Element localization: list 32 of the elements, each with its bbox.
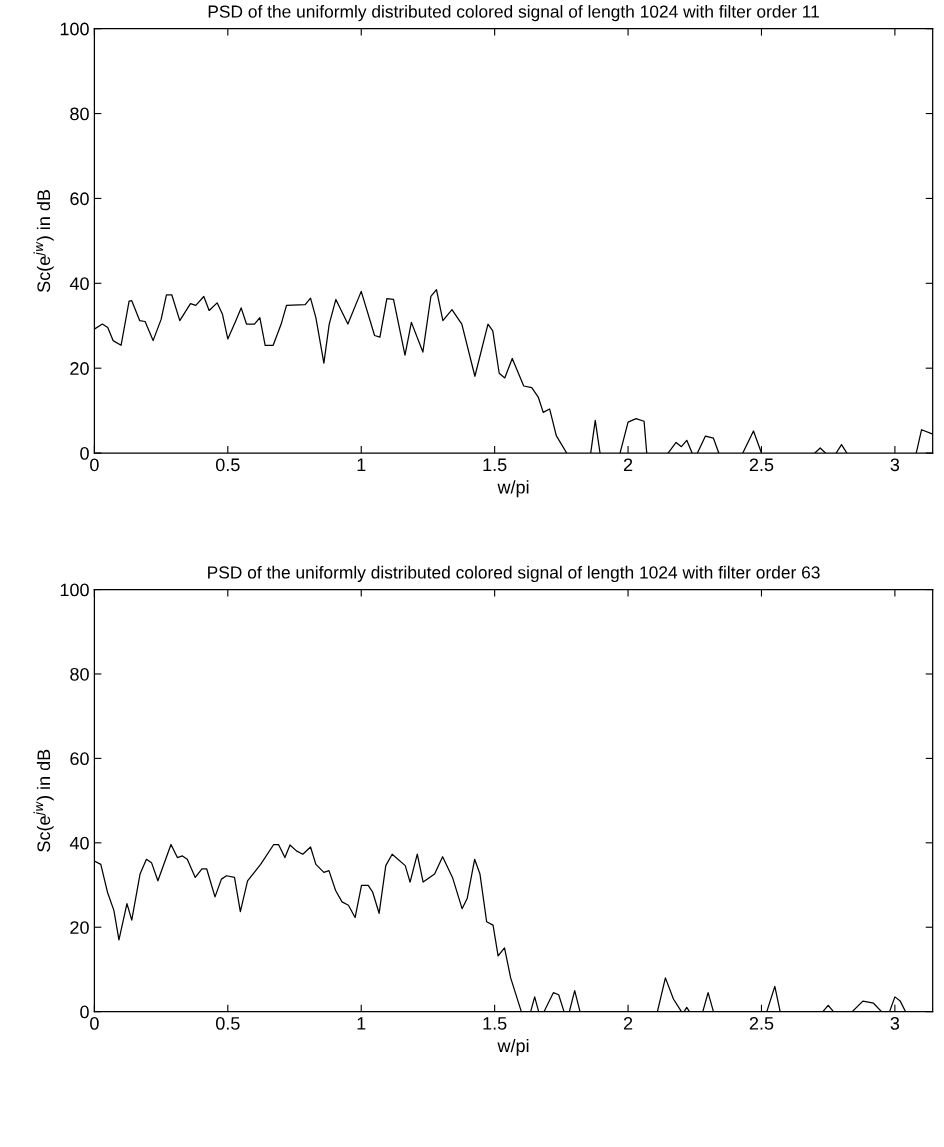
- chart-title: PSD of the uniformly distributed colored signal of length 1024 with filter order 63: [208, 565, 820, 583]
- x-tick-label: 2.5: [749, 1016, 774, 1030]
- y-axis-title: Sc(e$^{jw}$) in dB: [33, 749, 54, 852]
- x-tick-label: 2: [623, 1016, 633, 1030]
- y-tick-label: 60: [70, 192, 89, 206]
- y-tick-label: 0: [80, 447, 89, 460]
- x-tick-label: 3: [890, 458, 900, 472]
- y-tick-label: 0: [80, 1005, 89, 1019]
- y-tick-label: 20: [70, 921, 89, 934]
- x-tick-label: 0.5: [215, 458, 240, 472]
- x-tick-label: 0: [90, 1016, 99, 1030]
- x-tick-label: 1.5: [483, 458, 507, 472]
- x-tick-label: 3: [890, 1016, 900, 1030]
- y-tick-label: 40: [69, 836, 89, 850]
- chart-title: PSD of the uniformly distributed colored signal of length 1024 with filter order 11: [208, 4, 819, 22]
- x-tick-label: 2.5: [749, 458, 774, 472]
- x-tick-label: 0.5: [215, 1016, 240, 1030]
- x-axis-title: w/pi: [497, 1038, 529, 1056]
- x-tick-label: 1: [357, 458, 366, 472]
- x-axis-title: w/pi: [497, 480, 529, 498]
- y-tick-label: 80: [70, 107, 89, 121]
- y-axis-title: Sc(e$^{jw}$) in dB: [33, 190, 54, 293]
- y-tick-label: 40: [69, 277, 89, 291]
- y-tick-label: 60: [70, 752, 89, 766]
- y-tick-label: 80: [70, 667, 89, 681]
- x-tick-label: 0: [90, 458, 99, 472]
- x-tick-label: 1: [357, 1017, 366, 1030]
- x-tick-label: 1.5: [483, 1017, 507, 1030]
- y-tick-label: 100: [60, 22, 89, 36]
- y-tick-label: 100: [60, 583, 89, 597]
- y-tick-label: 20: [70, 362, 89, 375]
- x-tick-label: 2: [623, 458, 633, 472]
